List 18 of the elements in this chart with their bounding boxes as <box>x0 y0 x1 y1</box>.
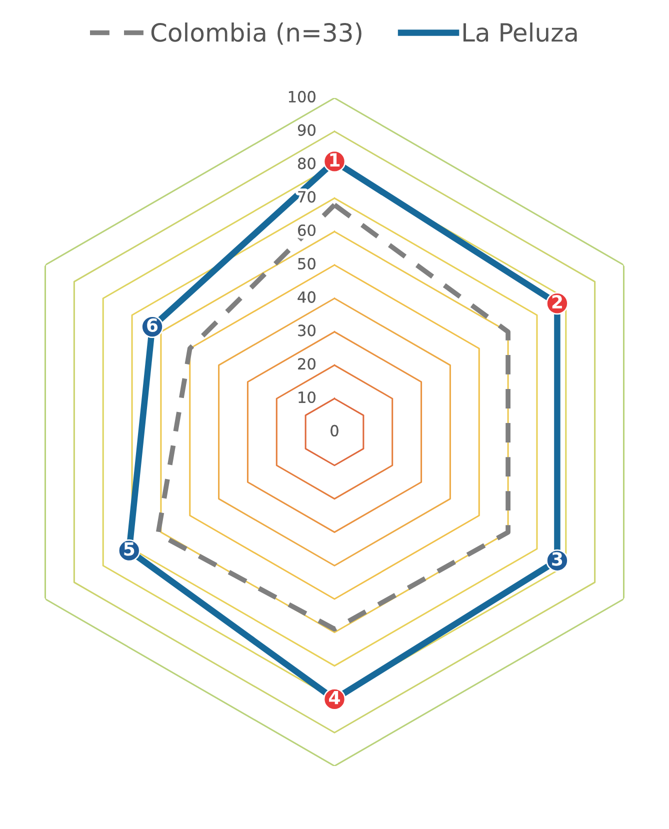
spoke-label: 1 <box>330 153 340 166</box>
legend-label: La Peluza <box>463 22 577 42</box>
y-tick-label: 20 <box>298 358 316 370</box>
y-tick-label: 50 <box>298 258 316 270</box>
y-tick-label: 10 <box>298 391 316 404</box>
y-tick-label: 70 <box>298 191 316 203</box>
y-tick-label: 90 <box>298 124 316 136</box>
spoke-label: 6 <box>147 318 158 332</box>
legend-label: Colombia (n=33) <box>151 22 362 45</box>
y-tick-label: 0 <box>330 424 338 436</box>
y-tick-label: 30 <box>298 324 316 336</box>
y-tick-label: 40 <box>298 291 316 303</box>
spoke-label: 5 <box>124 542 134 556</box>
y-tick-label: 80 <box>298 158 316 170</box>
spoke-label: 4 <box>329 691 340 704</box>
spoke-label: 2 <box>552 294 562 308</box>
y-tick-label: 100 <box>288 90 316 102</box>
spoke-label: 3 <box>552 552 562 566</box>
